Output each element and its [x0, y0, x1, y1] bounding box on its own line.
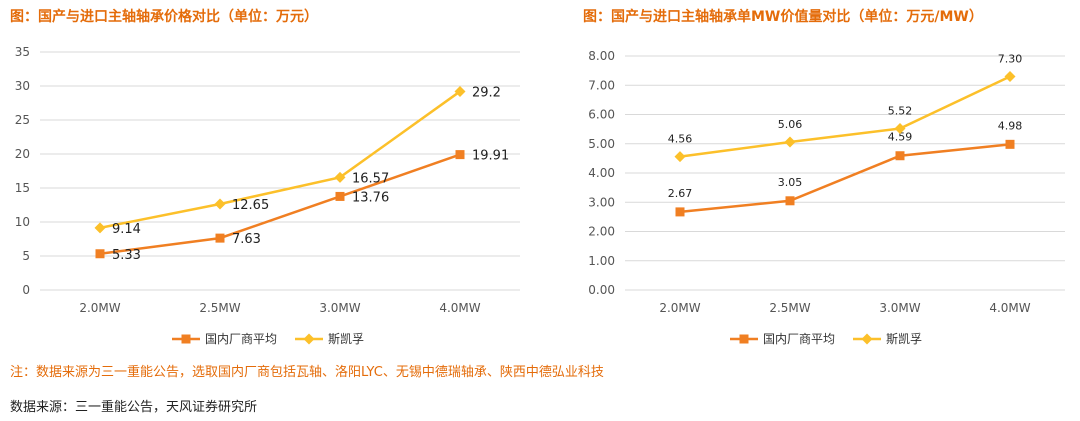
data-point-marker [1004, 70, 1016, 82]
y-tick-label: 30 [15, 79, 30, 93]
data-label: 4.56 [668, 133, 693, 146]
legend-label: 国内厂商平均 [763, 331, 835, 346]
y-tick-label: 7.00 [588, 78, 615, 92]
series-line [99, 153, 461, 255]
data-label: 4.98 [998, 119, 1023, 132]
y-tick-label: 2.00 [588, 225, 615, 239]
data-point-marker [785, 196, 795, 206]
y-tick-label: 0 [22, 283, 30, 297]
x-tick-label: 4.0MW [989, 301, 1030, 315]
data-label: 2.67 [668, 187, 693, 200]
legend-label: 斯凯孚 [886, 332, 922, 346]
y-tick-label: 15 [15, 181, 30, 195]
series-line [99, 90, 461, 230]
data-source: 数据来源：三一重能公告，天风证券研究所 [10, 400, 258, 415]
series-line [679, 143, 1011, 214]
data-label: 5.06 [778, 118, 803, 131]
y-tick-label: 10 [15, 215, 30, 229]
x-tick-label: 3.0MW [879, 301, 920, 315]
y-tick-label: 1.00 [588, 254, 615, 268]
legend-marker [303, 333, 315, 345]
data-label: 5.52 [888, 105, 913, 118]
data-label: 13.76 [352, 190, 389, 205]
y-tick-label: 0.00 [588, 283, 615, 297]
x-tick-label: 2.0MW [659, 301, 700, 315]
per-mw-value-chart: 0.00 1.00 2.00 3.00 4.00 5.00 6.00 7.00 8.00 2.0M… [588, 49, 1065, 346]
chart-title-left: 图：国产与进口主轴轴承价格对比（单位：万元） [10, 9, 318, 25]
chart-title-right: 图：国产与进口主轴轴承单MW价值量对比（单位：万元/MW） [583, 9, 983, 25]
legend-label: 斯凯孚 [328, 332, 364, 346]
x-tick-label: 2.5MW [199, 301, 240, 315]
y-tick-label: 35 [15, 45, 30, 59]
y-tick-label: 3.00 [588, 195, 615, 209]
data-label: 7.30 [998, 52, 1023, 65]
data-point-marker [1005, 139, 1015, 149]
data-label: 3.05 [778, 176, 803, 189]
y-tick-label: 6.00 [588, 108, 615, 122]
data-point-marker [894, 123, 906, 135]
data-point-marker [95, 249, 105, 259]
y-tick-label: 5 [22, 249, 30, 263]
data-point-marker [675, 207, 685, 217]
data-label: 7.63 [232, 232, 261, 247]
legend-label: 国内厂商平均 [205, 331, 277, 346]
data-point-marker [784, 136, 796, 148]
data-point-marker [94, 222, 106, 234]
series-line [679, 75, 1011, 158]
x-tick-label: 2.0MW [79, 301, 120, 315]
data-label: 16.57 [352, 171, 389, 186]
y-tick-label: 20 [15, 147, 30, 161]
y-tick-label: 4.00 [588, 166, 615, 180]
y-tick-label: 5.00 [588, 137, 615, 151]
data-point-marker [455, 150, 465, 160]
legend-marker [739, 334, 749, 344]
y-tick-label: 8.00 [588, 49, 615, 63]
data-label: 4.59 [888, 131, 913, 144]
x-tick-label: 2.5MW [769, 301, 810, 315]
data-point-marker [214, 198, 226, 210]
data-label: 12.65 [232, 198, 269, 213]
data-point-marker [674, 151, 686, 163]
data-label: 9.14 [112, 222, 141, 237]
x-tick-label: 4.0MW [439, 301, 480, 315]
data-point-marker [335, 191, 345, 201]
footnote: 注：数据来源为三一重能公告，选取国内厂商包括瓦轴、洛阳LYC、无锡中德瑞轴承、陕… [10, 365, 604, 380]
legend-marker [181, 334, 191, 344]
data-point-marker [215, 233, 225, 243]
price-comparison-chart: 0 5 10 15 20 25 30 35 2.0MW 2.5MW 3.0MW 4.0MW 5.33 7.… [15, 45, 520, 346]
data-point-marker [334, 171, 346, 183]
data-label: 19.91 [472, 149, 509, 164]
data-label: 5.33 [112, 248, 141, 263]
y-tick-label: 25 [15, 113, 30, 127]
data-label: 29.2 [472, 85, 501, 100]
x-tick-label: 3.0MW [319, 301, 360, 315]
data-point-marker [895, 151, 905, 161]
legend-marker [861, 333, 873, 345]
data-point-marker [454, 85, 466, 97]
